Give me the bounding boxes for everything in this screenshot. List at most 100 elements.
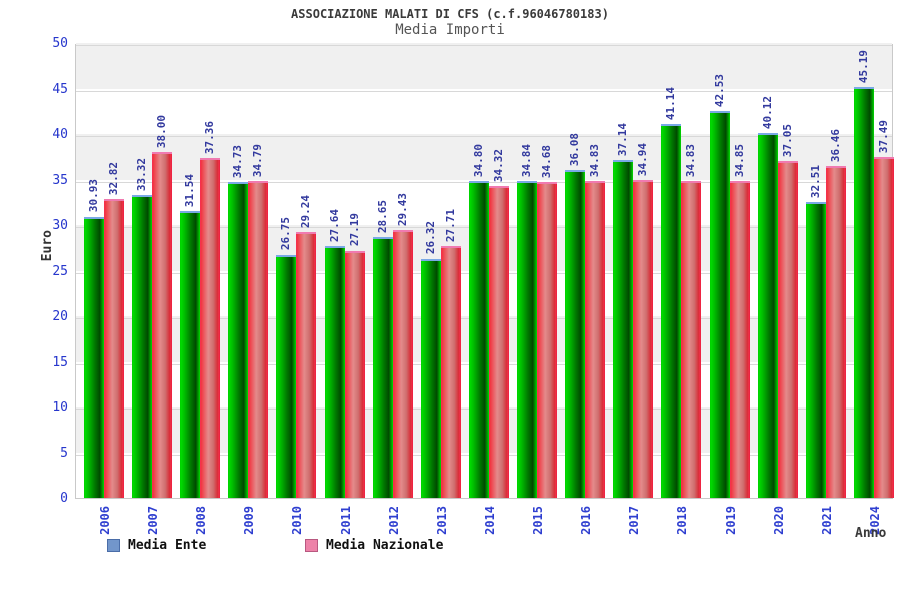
bar-media-nazionale-2013 [440,245,461,498]
y-tick-label: 10 [52,400,68,415]
x-tick-label: 2009 [242,506,257,535]
bar-media-ente-2011 [324,246,345,498]
bar-media-ente-2012 [372,237,393,498]
bar-value-label: 34.94 [636,142,650,177]
bar-value-label: 33.32 [135,157,149,191]
bar-top-cap [228,181,249,184]
bar-top-cap [709,110,730,113]
bar-value-label: 37.36 [203,120,217,155]
bar-value-label: 31.54 [183,173,197,207]
x-tick-label: 2010 [290,506,305,535]
y-axis-title: Euro [40,230,55,262]
bar-top-cap [729,180,750,183]
bar-media-ente-2006 [84,216,104,498]
bar-media-ente-2007 [132,194,153,498]
bar-media-nazionale-2018 [681,181,702,498]
bar-media-nazionale-2016 [585,181,606,498]
bar-top-cap [372,237,393,240]
gridline [76,45,892,46]
y-tick-label: 30 [52,218,68,233]
bar-media-ente-2008 [180,211,201,498]
plot-band [76,88,892,134]
bar-value-label: 34.85 [732,143,746,177]
bar-media-ente-2020 [757,132,778,498]
bar-value-label: 34.68 [540,145,554,179]
y-tick-label: 25 [52,263,68,279]
bar-value-label: 45.19 [856,49,870,83]
bar-media-nazionale-2008 [200,158,221,498]
bar-top-cap [200,158,221,161]
bar-top-cap [420,258,441,261]
bar-value-label: 27.64 [327,209,341,243]
bar-top-cap [248,181,269,184]
bar-media-ente-2018 [661,123,682,498]
legend-label-media-nazionale: Media Nazionale [326,538,444,553]
x-tick-label: 2011 [338,506,353,535]
bar-top-cap [132,194,153,197]
bar-value-label: 28.65 [375,200,389,234]
bar-media-nazionale-2019 [729,180,750,498]
bar-value-label: 36.46 [828,129,842,163]
bar-value-label: 37.49 [876,119,890,153]
bar-top-cap [613,160,634,163]
x-tick-label: 2021 [819,506,834,535]
bar-value-label: 27.71 [443,208,457,242]
bar-value-label: 30.93 [87,179,100,213]
bar-top-cap [805,202,826,205]
bar-media-nazionale-2015 [537,182,558,498]
bar-value-label: 34.83 [588,143,602,178]
bar-top-cap [661,123,682,126]
bar-media-nazionale-2009 [248,181,269,498]
bar-media-ente-2009 [228,181,249,498]
bar-value-label: 32.82 [107,162,120,196]
x-tick-label: 2008 [194,506,209,535]
bar-top-cap [152,152,173,155]
bar-value-label: 34.79 [251,144,265,178]
x-tick-label: 2007 [146,506,161,535]
bar-value-label: 41.14 [664,86,678,120]
bar-top-cap [633,180,654,183]
bar-media-ente-2010 [276,254,297,498]
bar-value-label: 29.43 [395,193,409,227]
bar-value-label: 26.75 [279,217,293,251]
bar-top-cap [468,181,489,184]
bar-top-cap [777,160,798,163]
bar-media-ente-2014 [468,181,489,498]
y-tick-label: 35 [52,172,68,188]
x-tick-label: 2016 [579,506,594,535]
bar-media-ente-2019 [709,110,730,498]
y-tick-label: 20 [52,309,68,324]
bar-value-label: 37.14 [616,122,630,157]
bar-media-nazionale-2011 [344,250,365,498]
legend-swatch-media-ente [107,539,120,552]
bar-top-cap [392,230,413,233]
x-tick-label: 2012 [386,506,401,535]
bar-media-ente-2013 [420,258,441,498]
y-tick-label: 45 [52,81,68,97]
bar-media-nazionale-2006 [104,199,124,498]
bar-media-ente-2017 [613,160,634,498]
bar-value-label: 34.73 [231,144,245,178]
bar-top-cap [853,86,874,89]
gridline [76,136,892,137]
y-tick-label: 50 [52,36,68,51]
bar-media-nazionale-2014 [488,185,509,498]
bar-top-cap [180,211,201,213]
x-tick-label: 2006 [98,506,112,535]
legend-swatch-media-nazionale [305,539,318,552]
x-tick-label: 2014 [482,506,497,535]
x-tick-label: 2018 [675,506,690,535]
bar-value-label: 34.83 [684,143,698,178]
x-tick-label: 2013 [434,506,449,535]
bar-media-nazionale-2020 [777,160,798,498]
y-tick-label: 40 [52,127,68,142]
bar-value-label: 27.19 [347,213,361,247]
x-tick-label: 2020 [771,506,786,535]
bar-value-label: 37.05 [780,123,794,157]
bar-value-label: 34.84 [520,143,534,177]
bar-value-label: 36.08 [568,132,582,166]
y-tick-label: 15 [52,354,68,370]
y-tick-label: 0 [60,491,68,506]
bar-media-ente-2021 [805,202,826,498]
